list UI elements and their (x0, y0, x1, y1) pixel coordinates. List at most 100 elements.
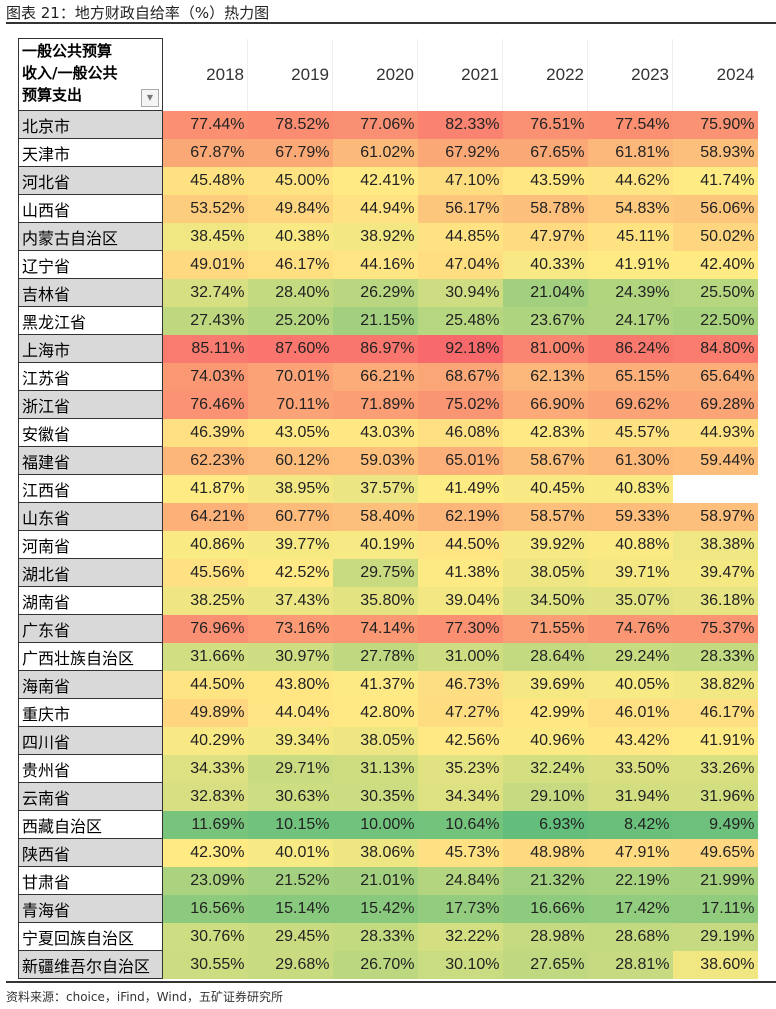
row-label: 内蒙古自治区 (18, 222, 163, 251)
heatmap-cell: 29.68% (247, 950, 333, 979)
heatmap-cell: 47.27% (417, 698, 503, 727)
heatmap-cell: 28.64% (502, 642, 588, 671)
heatmap-cell: 69.28% (672, 390, 758, 419)
heatmap-cell: 45.00% (247, 166, 333, 195)
heatmap-cell: 76.96% (162, 614, 248, 643)
row-label: 上海市 (18, 334, 163, 363)
table-row: 云南省 32.83% 30.63% 30.35% 34.34% 29.10% 31.94% 3… (18, 782, 758, 811)
heatmap-cell: 75.90% (672, 110, 758, 139)
heatmap-cell: 44.04% (247, 698, 333, 727)
heatmap-cell: 21.04% (502, 278, 588, 307)
heatmap-cell: 62.13% (502, 362, 588, 391)
heatmap-cell: 56.17% (417, 194, 503, 223)
heatmap-cell: 77.30% (417, 614, 503, 643)
heatmap-cell: 77.44% (162, 110, 248, 139)
row-label: 山东省 (18, 502, 163, 531)
heatmap-cell: 45.57% (587, 418, 673, 447)
heatmap-cell: 31.00% (417, 642, 503, 671)
table-row: 辽宁省 49.01% 46.17% 44.16% 47.04% 40.33% 41.91% 4… (18, 250, 758, 279)
heatmap-cell: 15.42% (332, 894, 418, 923)
heatmap-cell: 43.59% (502, 166, 588, 195)
row-label: 福建省 (18, 446, 163, 475)
heatmap-cell: 60.12% (247, 446, 333, 475)
corner-line: 预算支出 (22, 86, 83, 104)
row-label: 河南省 (18, 530, 163, 559)
heatmap-cell: 32.83% (162, 782, 248, 811)
heatmap-cell: 33.50% (587, 754, 673, 783)
heatmap-cell: 77.54% (587, 110, 673, 139)
heatmap-cell: 37.57% (332, 474, 418, 503)
heatmap-cell: 41.87% (162, 474, 248, 503)
heatmap-cell: 8.42% (587, 810, 673, 839)
heatmap-cell: 25.48% (417, 306, 503, 335)
table-row: 宁夏回族自治区 30.76% 29.45% 28.33% 32.22% 28.98% 28.… (18, 922, 758, 951)
heatmap-cell: 44.93% (672, 418, 758, 447)
heatmap-cell: 65.15% (587, 362, 673, 391)
heatmap-cell: 17.11% (672, 894, 758, 923)
column-header-2023: 2023 (587, 38, 673, 111)
heatmap-cell: 10.00% (332, 810, 418, 839)
heatmap-cell: 6.93% (502, 810, 588, 839)
heatmap-cell: 45.11% (587, 222, 673, 251)
heatmap-cell: 17.42% (587, 894, 673, 923)
heatmap-cell: 22.50% (672, 306, 758, 335)
heatmap-cell: 43.42% (587, 726, 673, 755)
heatmap-cell: 39.34% (247, 726, 333, 755)
heatmap-cell: 33.26% (672, 754, 758, 783)
heatmap-cell: 67.87% (162, 138, 248, 167)
heatmap-cell: 28.81% (587, 950, 673, 979)
row-label: 青海省 (18, 894, 163, 923)
heatmap-cell: 15.14% (247, 894, 333, 923)
heatmap-cell: 48.98% (502, 838, 588, 867)
row-label: 湖北省 (18, 558, 163, 587)
heatmap-cell: 26.70% (332, 950, 418, 979)
heatmap-cell: 60.77% (247, 502, 333, 531)
heatmap-cell: 67.92% (417, 138, 503, 167)
table-row: 甘肃省 23.09% 21.52% 21.01% 24.84% 21.32% 22.19% 2… (18, 866, 758, 895)
heatmap-cell: 38.38% (672, 530, 758, 559)
table-row: 上海市 85.11% 87.60% 86.97% 92.18% 81.00% 86.24% 8… (18, 334, 758, 363)
column-header-2019: 2019 (247, 38, 333, 111)
heatmap-cell: 38.05% (332, 726, 418, 755)
row-label: 新疆维吾尔自治区 (18, 950, 163, 979)
row-label: 宁夏回族自治区 (18, 922, 163, 951)
row-label: 贵州省 (18, 754, 163, 783)
table-row: 福建省 62.23% 60.12% 59.03% 65.01% 58.67% 61.30% 5… (18, 446, 758, 475)
heatmap-cell: 23.67% (502, 306, 588, 335)
table-row: 江西省 41.87% 38.95% 37.57% 41.49% 40.45% 40.83% (18, 474, 758, 503)
heatmap-cell: 40.88% (587, 530, 673, 559)
table-row: 河南省 40.86% 39.77% 40.19% 44.50% 39.92% 40.88% 3… (18, 530, 758, 559)
heatmap-cell: 28.68% (587, 922, 673, 951)
heatmap-table: 一般公共预算 收入/一般公共 预算支出 ▼ 2018 2019 2020 2021 20… (18, 38, 758, 979)
table-row: 广东省 76.96% 73.16% 74.14% 77.30% 71.55% 74.76% 7… (18, 614, 758, 643)
heatmap-cell: 30.76% (162, 922, 248, 951)
row-label: 江西省 (18, 474, 163, 503)
filter-dropdown-icon[interactable]: ▼ (141, 89, 159, 107)
heatmap-cell: 56.06% (672, 194, 758, 223)
heatmap-cell: 40.96% (502, 726, 588, 755)
table-row: 陕西省 42.30% 40.01% 38.06% 45.73% 48.98% 47.91% 4… (18, 838, 758, 867)
heatmap-cell: 46.17% (672, 698, 758, 727)
heatmap-cell: 41.74% (672, 166, 758, 195)
heatmap-cell: 73.16% (247, 614, 333, 643)
row-label: 四川省 (18, 726, 163, 755)
heatmap-cell: 92.18% (417, 334, 503, 363)
heatmap-cell: 61.30% (587, 446, 673, 475)
heatmap-cell: 74.03% (162, 362, 248, 391)
table-row: 广西壮族自治区 31.66% 30.97% 27.78% 31.00% 28.64% 29.… (18, 642, 758, 671)
heatmap-cell: 31.13% (332, 754, 418, 783)
heatmap-cell: 44.94% (332, 194, 418, 223)
heatmap-cell: 17.73% (417, 894, 503, 923)
heatmap-cell: 42.41% (332, 166, 418, 195)
heatmap-cell: 53.52% (162, 194, 248, 223)
heatmap-cell: 40.33% (502, 250, 588, 279)
table-row: 江苏省 74.03% 70.01% 66.21% 68.67% 62.13% 65.15% 6… (18, 362, 758, 391)
row-label: 湖南省 (18, 586, 163, 615)
heatmap-cell: 30.94% (417, 278, 503, 307)
heatmap-cell: 21.15% (332, 306, 418, 335)
heatmap-cell: 42.99% (502, 698, 588, 727)
heatmap-cell: 40.01% (247, 838, 333, 867)
row-label: 河北省 (18, 166, 163, 195)
heatmap-cell: 21.32% (502, 866, 588, 895)
heatmap-cell: 75.37% (672, 614, 758, 643)
